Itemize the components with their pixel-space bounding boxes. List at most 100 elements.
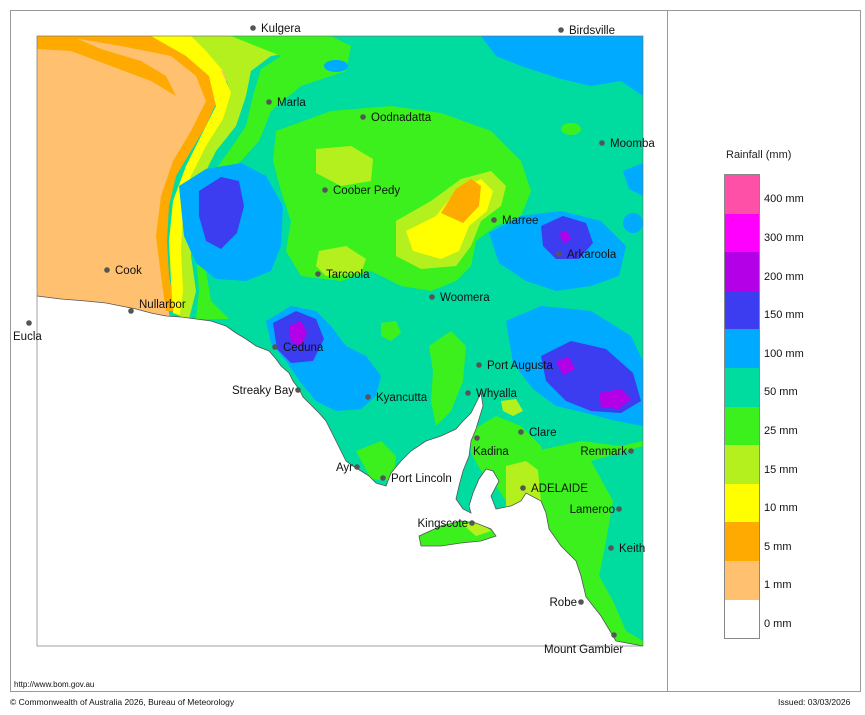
legend-swatch xyxy=(725,252,759,291)
town-label-renmark: Renmark xyxy=(580,446,627,458)
town-dot xyxy=(556,251,562,257)
town-dot xyxy=(128,308,134,314)
legend-label: 25 mm xyxy=(764,424,798,437)
legend-label: 100 mm xyxy=(764,347,804,360)
legend-label: 5 mm xyxy=(764,540,792,553)
issued-date: Issued: 03/03/2026 xyxy=(778,697,851,707)
town-dot xyxy=(104,267,110,273)
town-label-arkaroola: Arkaroola xyxy=(567,249,617,261)
rain-patch-east xyxy=(623,213,643,233)
town-label-marla: Marla xyxy=(277,97,306,109)
rain-band-15-25-cooberpedy xyxy=(316,146,373,186)
town-label-ayr: Ayr xyxy=(336,462,353,474)
rain-band-15-25-whyalla xyxy=(501,399,523,416)
town-label-keith: Keith xyxy=(619,543,645,555)
town-dot xyxy=(354,464,360,470)
rain-band-200-300-arkaroola xyxy=(559,231,571,243)
legend-label: 0 mm xyxy=(764,617,792,630)
town-dot xyxy=(578,599,584,605)
rain-patch-moomba xyxy=(561,123,581,135)
legend-swatch xyxy=(725,560,759,600)
legend-colorbar xyxy=(724,174,760,640)
rain-band-200-300-flinders-a xyxy=(556,357,575,375)
town-dot xyxy=(365,394,371,400)
town-label-robe: Robe xyxy=(550,597,578,609)
town-markers: Kulgera Birdsville Marla Oodnadatta Moomba Co… xyxy=(13,23,655,656)
legend-swatch xyxy=(725,599,759,639)
rain-band-15-25 xyxy=(179,36,301,319)
legend-swatch xyxy=(725,329,759,368)
legend-label: 50 mm xyxy=(764,386,798,399)
town-dot xyxy=(476,362,482,368)
town-dot xyxy=(360,114,366,120)
town-dot xyxy=(518,429,524,435)
town-dot xyxy=(628,448,634,454)
town-label-ceduna: Ceduna xyxy=(283,342,324,354)
rain-band-100-150-ne2 xyxy=(561,36,643,81)
legend-swatch xyxy=(725,175,759,214)
town-dot xyxy=(26,320,32,326)
town-dot xyxy=(380,475,386,481)
town-dot xyxy=(272,344,278,350)
town-label-kulgera: Kulgera xyxy=(261,23,301,35)
legend-swatch xyxy=(725,290,759,330)
town-label-lameroo: Lameroo xyxy=(570,504,615,516)
map-svg: Kulgera Birdsville Marla Oodnadatta Moomba Co… xyxy=(13,23,655,656)
rainfall-layer xyxy=(37,36,643,646)
legend-label: 300 mm xyxy=(764,231,804,244)
town-dot xyxy=(474,435,480,441)
town-dot xyxy=(611,632,617,638)
town-label-tarcoola: Tarcoola xyxy=(326,269,370,281)
legend-swatch xyxy=(725,213,759,253)
map-panel: Kulgera Birdsville Marla Oodnadatta Moomba Co… xyxy=(10,10,668,692)
kangaroo-island-outline xyxy=(418,520,497,547)
rain-band-1-5 xyxy=(37,36,233,321)
map-border xyxy=(36,35,644,647)
rain-band-5-10-north xyxy=(37,36,176,96)
copyright-text: © Commonwealth of Australia 2026, Bureau… xyxy=(10,697,235,707)
town-dot xyxy=(266,99,272,105)
town-dot xyxy=(520,485,526,491)
town-label-kingscote: Kingscote xyxy=(417,518,468,530)
legend-label: 150 mm xyxy=(764,309,804,322)
legend-panel: Rainfall (mm) 400 mm 300 mm 200 mm 150 mm 10… xyxy=(668,10,861,692)
town-label-coober-pedy: Coober Pedy xyxy=(333,185,400,197)
legend-label: 15 mm xyxy=(764,463,798,476)
town-dot xyxy=(469,520,475,526)
rain-band-15-25-tarcoola xyxy=(316,246,366,276)
rain-patch-north xyxy=(324,60,348,72)
legend-swatch xyxy=(725,406,759,446)
town-label-moomba: Moomba xyxy=(610,138,655,150)
rain-band-25-50-eyre xyxy=(429,331,466,426)
town-dot xyxy=(558,27,564,33)
town-dot xyxy=(599,140,605,146)
rain-band-5-10-central xyxy=(441,179,481,223)
town-dot xyxy=(250,25,256,31)
town-dot xyxy=(295,387,301,393)
legend-label: 200 mm xyxy=(764,270,804,283)
legend-title: Rainfall (mm) xyxy=(726,149,792,161)
town-label-oodnadatta: Oodnadatta xyxy=(371,112,432,124)
town-dot xyxy=(608,545,614,551)
legend-swatch xyxy=(725,483,759,523)
town-label-port-lincoln: Port Lincoln xyxy=(391,473,452,485)
town-dot xyxy=(429,294,435,300)
legend-label: 400 mm xyxy=(764,193,804,206)
legend-swatch xyxy=(725,367,759,407)
town-dot xyxy=(465,390,471,396)
town-label-adelaide: ADELAIDE xyxy=(531,483,588,495)
source-url[interactable]: http://www.bom.gov.au xyxy=(14,680,95,689)
town-label-woomera: Woomera xyxy=(440,292,490,304)
rain-band-100-150-moomba xyxy=(623,163,643,196)
town-label-mount-gambier: Mount Gambier xyxy=(544,644,623,656)
town-label-cook: Cook xyxy=(115,265,142,277)
legend-label: 10 mm xyxy=(764,502,798,515)
town-label-streaky-bay: Streaky Bay xyxy=(232,385,294,397)
town-label-port-augusta: Port Augusta xyxy=(487,360,553,372)
town-dot xyxy=(616,506,622,512)
town-dot xyxy=(322,187,328,193)
town-label-marree: Marree xyxy=(502,215,538,227)
town-label-eucla: Eucla xyxy=(13,331,42,343)
rain-band-25-50-patch xyxy=(381,321,401,341)
